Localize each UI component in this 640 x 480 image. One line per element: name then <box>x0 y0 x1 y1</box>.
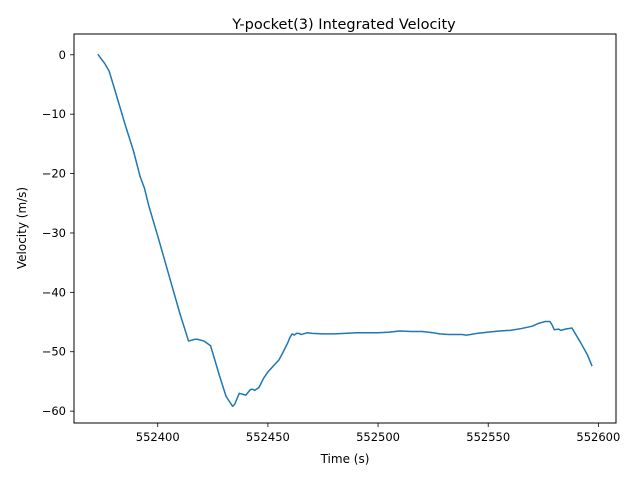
y-tick-label: −60 <box>42 404 66 418</box>
chart-title: Y-pocket(3) Integrated Velocity <box>231 17 456 33</box>
y-tick-label: −20 <box>42 167 66 181</box>
y-tick-label: −40 <box>42 285 66 299</box>
x-tick-label: 552450 <box>246 430 290 444</box>
x-tick-label: 552550 <box>466 430 510 444</box>
x-axis-label: Time (s) <box>320 452 370 466</box>
y-tick-label: −30 <box>42 226 66 240</box>
y-tick-label: 0 <box>59 48 66 62</box>
series-layer <box>97 53 593 408</box>
series-line-0 <box>97 53 593 408</box>
y-axis-ticks: 0 −10 −20 −30 −40 −50 −60 <box>42 48 74 418</box>
x-tick-label: 552500 <box>356 430 400 444</box>
y-tick-label: −50 <box>42 345 66 359</box>
y-tick-label: −10 <box>42 107 66 121</box>
x-tick-label: 552400 <box>136 430 180 444</box>
y-axis-label: Velocity (m/s) <box>15 187 29 269</box>
plot-frame <box>73 33 617 424</box>
x-axis-ticks: 552400 552450 552500 552550 552600 <box>136 423 620 444</box>
x-tick-label: 552600 <box>576 430 620 444</box>
